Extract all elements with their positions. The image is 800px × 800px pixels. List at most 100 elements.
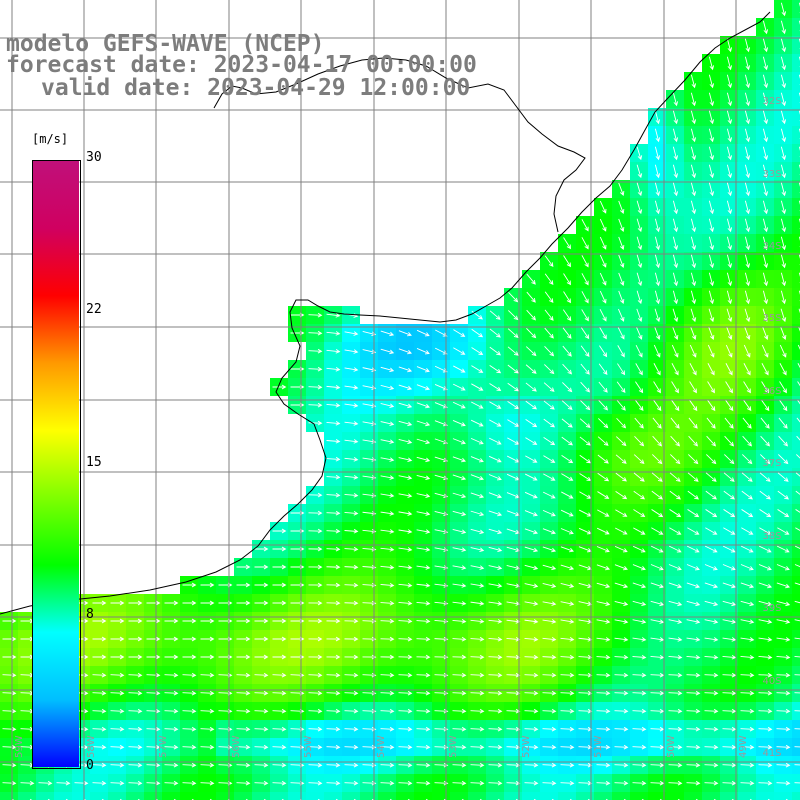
wind-arrow xyxy=(489,401,502,409)
field-cell xyxy=(792,54,800,72)
wind-arrow xyxy=(524,528,539,535)
wind-arrow xyxy=(708,146,715,161)
wind-arrow xyxy=(326,744,341,750)
wind-arrow xyxy=(308,726,323,732)
wind-arrow xyxy=(544,291,554,304)
field-cell xyxy=(594,792,612,800)
wind-arrow xyxy=(398,780,413,786)
wind-arrow xyxy=(236,690,251,696)
wind-arrow xyxy=(636,236,643,251)
wind-arrow xyxy=(560,672,575,678)
wind-arrow xyxy=(742,454,753,465)
wind-arrow xyxy=(581,327,590,340)
wind-arrow xyxy=(794,656,800,658)
wind-arrow xyxy=(761,363,769,376)
wind-arrow xyxy=(672,164,679,179)
wind-arrow xyxy=(741,527,754,535)
wind-arrow xyxy=(326,672,341,678)
wind-arrow xyxy=(723,490,735,500)
wind-arrow xyxy=(762,182,769,197)
wind-arrow xyxy=(704,726,719,732)
wind-arrow xyxy=(744,182,751,197)
wind-arrow xyxy=(488,492,502,499)
wind-arrow xyxy=(560,619,575,624)
wind-arrow xyxy=(326,492,341,498)
wind-arrow xyxy=(434,420,448,427)
wind-arrow xyxy=(617,345,625,358)
wind-arrow xyxy=(776,744,791,750)
wind-arrow xyxy=(471,401,484,409)
wind-arrow xyxy=(416,438,431,445)
wind-arrow xyxy=(434,383,448,391)
wind-arrow xyxy=(579,436,591,446)
wind-arrow xyxy=(326,456,341,462)
wind-arrow xyxy=(308,546,323,552)
wind-arrow xyxy=(272,600,287,606)
wind-arrow xyxy=(758,600,773,607)
wind-arrow xyxy=(2,708,17,714)
wind-arrow xyxy=(726,110,733,125)
wind-arrow xyxy=(110,708,125,714)
lon-label-56w: 56W xyxy=(231,735,242,758)
wind-arrow xyxy=(308,420,323,426)
wind-arrow xyxy=(650,672,665,678)
wind-arrow xyxy=(380,708,395,714)
field-cell xyxy=(792,108,800,126)
wind-arrow xyxy=(542,762,557,768)
wind-arrow xyxy=(507,328,519,338)
wind-arrow xyxy=(690,218,697,233)
wind-arrow xyxy=(452,420,466,427)
coastline-path xyxy=(0,11,771,615)
wind-arrow xyxy=(744,254,751,269)
wind-arrow xyxy=(308,744,323,750)
wind-arrow xyxy=(744,272,751,287)
wind-arrow xyxy=(164,762,179,768)
field-cell xyxy=(450,792,468,800)
wind-arrow xyxy=(272,762,287,768)
wind-arrow xyxy=(488,601,503,606)
lon-label-49w: 49W xyxy=(738,735,749,758)
wind-arrow xyxy=(778,454,789,465)
wind-arrow xyxy=(794,782,800,784)
wind-arrow xyxy=(759,472,771,482)
wind-arrow xyxy=(779,344,787,358)
wind-arrow xyxy=(434,365,448,373)
wind-arrow xyxy=(743,344,751,358)
wind-arrow xyxy=(636,308,643,323)
wind-arrow xyxy=(670,454,681,465)
wind-arrow xyxy=(254,546,269,552)
wind-arrow xyxy=(110,600,125,606)
wind-arrow xyxy=(686,545,700,553)
wind-arrow xyxy=(708,128,715,143)
field-cell xyxy=(540,792,558,800)
wind-arrow xyxy=(110,780,125,786)
wind-arrow xyxy=(778,435,789,447)
wind-arrow xyxy=(560,654,575,660)
wind-arrow xyxy=(398,708,413,714)
wind-arrow xyxy=(668,690,683,696)
wind-arrow xyxy=(780,74,787,89)
wind-arrow xyxy=(796,435,800,441)
wind-arrow xyxy=(690,236,697,251)
wind-arrow xyxy=(236,726,251,732)
wind-arrow xyxy=(632,600,647,607)
wind-arrow xyxy=(579,418,591,428)
wind-arrow xyxy=(614,600,629,607)
wind-arrow xyxy=(452,744,467,750)
field-cell xyxy=(792,270,800,288)
wind-arrow xyxy=(794,637,800,640)
colorbar xyxy=(33,161,79,767)
field-cell xyxy=(792,792,800,800)
wind-arrow xyxy=(762,254,769,269)
wind-arrow xyxy=(110,690,125,696)
wind-arrow xyxy=(614,545,628,553)
lat-label-32s: 32S xyxy=(762,96,781,107)
field-cell xyxy=(126,792,144,800)
wind-arrow xyxy=(708,254,715,269)
wind-arrow xyxy=(615,491,628,500)
wind-arrow xyxy=(722,726,737,732)
wind-arrow xyxy=(689,363,697,376)
wind-arrow xyxy=(561,400,573,410)
wind-arrow xyxy=(596,690,611,696)
